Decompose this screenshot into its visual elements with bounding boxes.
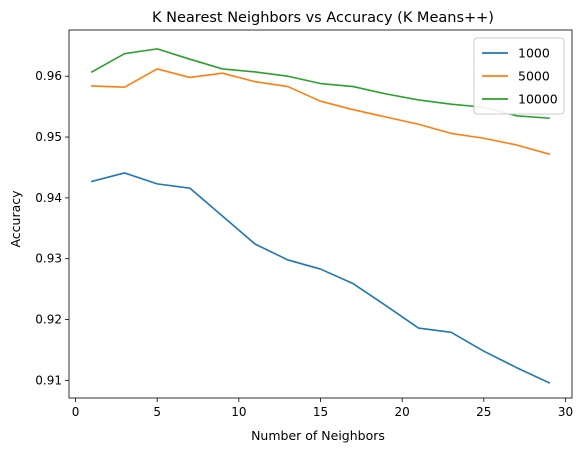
y-tick-label: 0.94 [35,191,62,205]
y-tick-label: 0.95 [35,130,62,144]
series-line-5000 [91,68,551,156]
series-line-10000 [90,48,550,120]
x-tick-label: 30 [558,405,573,419]
plot-frame [68,29,573,399]
series-line-1000 [90,172,551,384]
x-tick-label: 0 [72,405,80,419]
legend: 1000 5000 10000 [473,37,565,115]
y-axis-ticks: 0.91 0.92 0.93 0.94 0.95 0.96 [35,69,69,387]
y-tick-label: 0.92 [35,313,62,327]
y-tick-label: 0.93 [35,252,62,266]
x-tick-label: 10 [231,405,246,419]
x-axis-ticks: 0 5 10 15 20 25 30 [72,398,573,419]
x-axis-label: Number of Neighbors [251,428,385,443]
legend-label: 10000 [518,92,558,107]
legend-label: 1000 [518,46,550,61]
y-tick-label: 0.91 [35,373,62,387]
x-tick-label: 20 [395,405,410,419]
x-tick-label: 5 [153,405,161,419]
legend-label: 5000 [518,69,550,84]
legend-box [473,37,565,115]
x-tick-label: 15 [313,405,328,419]
chart-title: K Nearest Neighbors vs Accuracy (K Means… [152,10,494,26]
y-axis-label: Accuracy [8,190,23,248]
series-layer [90,48,551,384]
y-tick-label: 0.96 [35,69,62,83]
x-tick-label: 25 [476,405,491,419]
